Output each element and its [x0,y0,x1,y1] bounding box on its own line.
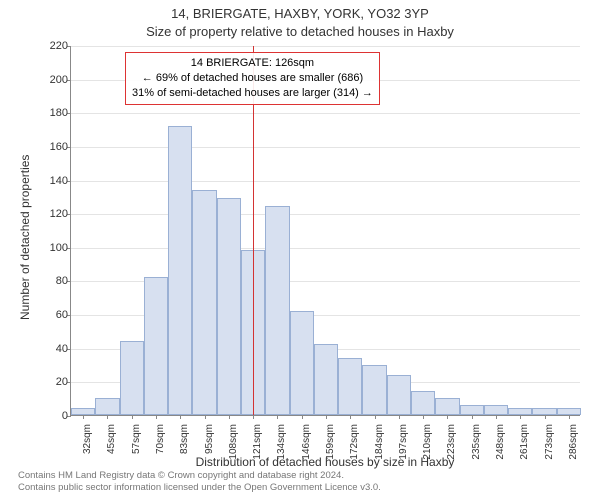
x-tick-label: 197sqm [398,424,409,464]
footer-line2: Contains public sector information licen… [18,482,381,494]
y-axis-label: Number of detached properties [18,155,32,320]
histogram-bar [71,408,95,415]
histogram-bar [387,375,411,415]
gridline [71,248,580,249]
footer-attribution: Contains HM Land Registry data © Crown c… [18,470,381,494]
histogram-bar [217,198,241,415]
x-tick-mark [569,415,570,419]
y-tick-label: 60 [38,309,68,321]
x-tick-mark [180,415,181,419]
chart-container: 14, BRIERGATE, HAXBY, YORK, YO32 3YP Siz… [0,0,600,500]
gridline [71,147,580,148]
histogram-bar [557,408,581,415]
histogram-bar [484,405,508,415]
x-tick-mark [447,415,448,419]
histogram-bar [120,341,144,415]
gridline [71,46,580,47]
annotation-line3: 31% of semi-detached houses are larger (… [132,86,373,101]
x-tick-label: 108sqm [228,424,239,464]
x-tick-mark [496,415,497,419]
gridline [71,214,580,215]
annotation-line2: ← 69% of detached houses are smaller (68… [132,71,373,86]
x-tick-label: 235sqm [471,424,482,464]
x-tick-mark [83,415,84,419]
x-tick-mark [423,415,424,419]
x-tick-mark [253,415,254,419]
annotation-line1: 14 BRIERGATE: 126sqm [132,56,373,71]
x-tick-mark [156,415,157,419]
x-tick-label: 45sqm [106,424,117,464]
histogram-bar [411,391,435,415]
x-tick-mark [545,415,546,419]
histogram-bar [144,277,168,415]
y-tick-label: 140 [38,175,68,187]
x-tick-mark [350,415,351,419]
x-tick-label: 210sqm [422,424,433,464]
x-tick-label: 121sqm [252,424,263,464]
title-main: 14, BRIERGATE, HAXBY, YORK, YO32 3YP [0,6,600,21]
x-tick-label: 184sqm [374,424,385,464]
x-tick-mark [326,415,327,419]
histogram-bar [338,358,362,415]
y-tick-label: 100 [38,242,68,254]
y-tick-label: 40 [38,343,68,355]
gridline [71,113,580,114]
histogram-bar [95,398,119,415]
histogram-bar [508,408,532,415]
x-tick-mark [399,415,400,419]
y-tick-label: 200 [38,74,68,86]
x-tick-label: 95sqm [204,424,215,464]
histogram-bar [314,344,338,415]
x-tick-mark [277,415,278,419]
x-tick-label: 172sqm [349,424,360,464]
x-tick-mark [132,415,133,419]
x-tick-label: 57sqm [131,424,142,464]
gridline [71,181,580,182]
x-tick-label: 83sqm [179,424,190,464]
x-tick-mark [375,415,376,419]
histogram-bar [290,311,314,415]
x-tick-label: 134sqm [276,424,287,464]
y-tick-label: 180 [38,107,68,119]
y-tick-label: 220 [38,40,68,52]
y-tick-label: 80 [38,275,68,287]
plot-area: 14 BRIERGATE: 126sqm ← 69% of detached h… [70,46,580,416]
histogram-bar [192,190,216,415]
x-tick-label: 32sqm [82,424,93,464]
x-tick-mark [472,415,473,419]
footer-line1: Contains HM Land Registry data © Crown c… [18,470,381,482]
annotation-box: 14 BRIERGATE: 126sqm ← 69% of detached h… [125,52,380,105]
x-tick-label: 273sqm [544,424,555,464]
y-tick-label: 160 [38,141,68,153]
x-tick-mark [302,415,303,419]
x-tick-mark [205,415,206,419]
histogram-bar [435,398,459,415]
x-tick-label: 261sqm [519,424,530,464]
x-tick-label: 286sqm [568,424,579,464]
histogram-bar [532,408,556,415]
y-tick-label: 0 [38,410,68,422]
histogram-bar [460,405,484,415]
y-tick-label: 20 [38,376,68,388]
y-tick-label: 120 [38,208,68,220]
x-tick-label: 146sqm [301,424,312,464]
x-tick-label: 70sqm [155,424,166,464]
x-tick-label: 159sqm [325,424,336,464]
histogram-bar [265,206,289,415]
histogram-bar [168,126,192,415]
histogram-bar [362,365,386,415]
x-tick-label: 248sqm [495,424,506,464]
x-tick-mark [229,415,230,419]
x-tick-mark [107,415,108,419]
x-tick-label: 223sqm [446,424,457,464]
title-sub: Size of property relative to detached ho… [0,24,600,39]
x-tick-mark [520,415,521,419]
